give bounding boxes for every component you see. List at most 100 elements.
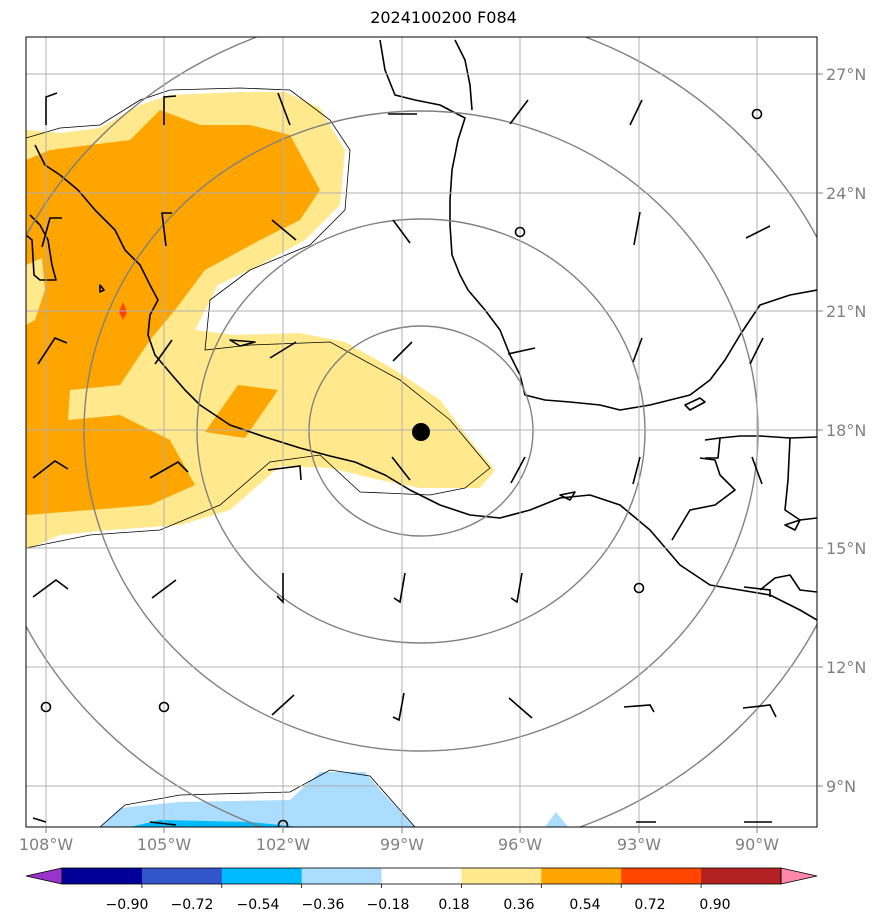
- anomaly-fill-negative-low-2: [545, 812, 568, 827]
- coast-yucatan: [684, 397, 706, 411]
- lat-tick-label: 27°N: [826, 65, 866, 84]
- plot-frame: [25, 36, 818, 828]
- lat-tick-labels: 27°N 24°N 21°N 18°N 15°N 12°N 9°N: [826, 65, 866, 796]
- calm-wind-marker: [158, 701, 170, 713]
- wind-barb: [510, 572, 523, 604]
- wind-barb: [391, 456, 411, 481]
- wind-barb: [749, 337, 764, 365]
- map-title: 2024100200 F084: [370, 8, 517, 27]
- contour-lines: [26, 87, 491, 827]
- wind-barb: [745, 225, 771, 239]
- coast-baja: [26, 214, 57, 281]
- colorbar-cell: [541, 868, 622, 884]
- lon-tick-labels: 108°W 105°W 102°W 99°W 96°W 93°W 90°W: [19, 835, 779, 854]
- wind-barb: [742, 704, 777, 718]
- wind-barb: [271, 219, 297, 241]
- wind-barb: [277, 92, 291, 126]
- colorbar-tick-labels: −0.90 −0.72 −0.54 −0.36 −0.18 0.18 0.36 …: [106, 897, 731, 913]
- axis-ticks: [45, 73, 823, 833]
- wind-barb: [45, 92, 58, 125]
- anomaly-fill-pocket: [26, 258, 45, 325]
- wind-barb: [392, 692, 405, 722]
- wind-barb: [392, 219, 411, 244]
- border-belize: [705, 437, 721, 459]
- wind-barb: [508, 697, 533, 719]
- colorbar-cells: [25, 867, 818, 888]
- colorbar-extend-low: [25, 867, 63, 885]
- colorbar-tick-label: 0.18: [438, 897, 469, 913]
- calm-wind-marker: [277, 819, 289, 827]
- grid-lines: [26, 37, 817, 827]
- lon-tick-label: 108°W: [19, 835, 74, 854]
- colorbar-cell: [141, 868, 223, 884]
- colorbar: −0.90 −0.72 −0.54 −0.36 −0.18 0.18 0.36 …: [25, 867, 818, 913]
- lat-tick-label: 21°N: [826, 302, 866, 321]
- lat-tick-label: 15°N: [826, 539, 866, 558]
- colorbar-tick-label: 0.72: [634, 897, 665, 913]
- colorbar-tick-label: −0.90: [106, 897, 149, 913]
- coast-us-gulf: [454, 39, 473, 111]
- storm-center-marker: [412, 423, 430, 441]
- colorbar-tick-label: −0.18: [367, 897, 410, 913]
- anomaly-fill-layer: [26, 92, 568, 827]
- colorbar-cell: [621, 868, 702, 884]
- wind-barb: [633, 211, 641, 246]
- colorbar-cell: [62, 868, 143, 884]
- wind-barb: [751, 456, 763, 485]
- colorbar-frame: [61, 867, 782, 885]
- border-guatemala: [671, 457, 736, 541]
- lon-tick-label: 93°W: [617, 835, 661, 854]
- wind-barb: [151, 579, 177, 599]
- calm-wind-marker: [40, 701, 52, 713]
- colorbar-cell: [701, 868, 782, 884]
- colorbar-tick-label: −0.72: [171, 897, 214, 913]
- coast-mexico-pacific: [34, 144, 817, 621]
- border-honduras: [784, 437, 817, 521]
- lon-tick-label: 96°W: [498, 835, 542, 854]
- wind-barb: [32, 579, 69, 598]
- coast-central-america: [704, 435, 817, 441]
- anomaly-fill-negative-low: [100, 772, 415, 827]
- coastlines: [26, 39, 817, 621]
- wind-barb: [32, 817, 47, 823]
- wind-barb: [629, 99, 643, 126]
- wind-barb: [276, 573, 284, 604]
- anomaly-fill-positive-mid: [26, 110, 320, 515]
- anomaly-fill-positive-mid-2: [205, 385, 278, 438]
- colorbar-extend-high: [780, 867, 818, 885]
- lon-tick-label: 90°W: [735, 835, 779, 854]
- wind-barb: [269, 341, 297, 359]
- wind-barb: [392, 341, 413, 362]
- colorbar-tick-label: 0.36: [503, 897, 534, 913]
- coast-islands-1: [784, 519, 801, 531]
- wind-barb: [507, 347, 536, 355]
- coast-lake: [99, 284, 105, 293]
- lon-tick-label: 105°W: [137, 835, 192, 854]
- wind-barb: [37, 337, 68, 365]
- wind-barb: [271, 694, 295, 716]
- wind-barb: [393, 572, 406, 604]
- colorbar-cell: [221, 868, 303, 884]
- calm-wind-marker: [633, 582, 645, 594]
- wind-barb: [163, 95, 177, 125]
- colorbar-cell: [301, 868, 383, 884]
- coast-gulf: [379, 39, 817, 411]
- wind-barb: [623, 704, 655, 713]
- wind-barb: [743, 586, 771, 597]
- wind-barb: [41, 217, 62, 248]
- lat-tick-label: 18°N: [826, 421, 866, 440]
- coast-lagoon: [559, 491, 576, 501]
- wind-barb: [149, 461, 189, 479]
- calm-wind-marker: [751, 108, 763, 120]
- colorbar-tick-label: 0.54: [569, 897, 600, 913]
- wind-barb: [32, 460, 69, 479]
- lon-tick-label: 99°W: [380, 835, 424, 854]
- wind-barb: [154, 339, 173, 365]
- lat-tick-label: 24°N: [826, 184, 866, 203]
- wind-barbs: [32, 92, 777, 827]
- coast-pacific-small: [229, 339, 256, 347]
- wind-barb: [632, 456, 641, 485]
- wind-barb: [267, 465, 302, 481]
- wind-barb: [632, 337, 643, 363]
